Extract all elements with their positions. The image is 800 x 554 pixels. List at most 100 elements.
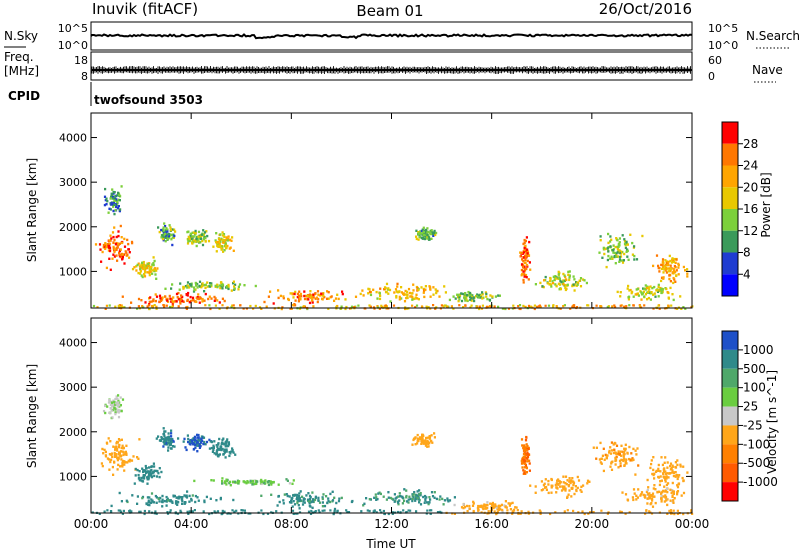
data-cell (420, 437, 423, 440)
data-cell (553, 278, 556, 281)
data-cell (119, 465, 122, 468)
data-cell (163, 441, 166, 444)
colorbar-cell (722, 331, 738, 350)
data-cell (105, 266, 108, 270)
data-cell (189, 232, 193, 235)
data-cell (198, 446, 201, 449)
y-tick-label: 1000 (59, 470, 87, 483)
data-cell (158, 230, 161, 234)
data-cell (690, 510, 693, 513)
data-cell (220, 248, 223, 251)
data-cell (155, 437, 158, 440)
data-cell (267, 483, 270, 487)
data-cell (121, 255, 124, 259)
data-cell (145, 502, 148, 506)
data-cell (651, 472, 654, 476)
data-cell (415, 237, 418, 241)
data-cell (673, 264, 676, 268)
data-cell (480, 505, 483, 508)
data-cell (671, 471, 674, 474)
data-cell (110, 453, 113, 456)
data-cell (387, 491, 390, 494)
data-cell (227, 441, 230, 444)
data-cell (181, 496, 184, 499)
data-cell (116, 468, 119, 471)
data-cell (640, 491, 644, 494)
data-cell (124, 461, 127, 464)
data-cell (143, 469, 146, 472)
data-cell (520, 263, 524, 266)
data-cell (421, 233, 424, 236)
data-cell (171, 304, 174, 307)
data-cell (461, 292, 464, 296)
data-cell (614, 456, 617, 460)
data-cell (428, 509, 432, 512)
data-cell (524, 256, 527, 260)
data-cell (396, 282, 399, 286)
data-cell (272, 480, 275, 484)
data-cell (199, 445, 202, 448)
data-cell (161, 237, 165, 241)
data-cell (666, 498, 669, 501)
data-cell (138, 510, 141, 513)
data-cell (672, 298, 675, 302)
data-cell (669, 267, 672, 271)
data-cell (133, 482, 136, 485)
data-cell (656, 491, 659, 494)
data-cell (511, 501, 514, 505)
data-cell (646, 502, 649, 505)
data-cell (227, 285, 230, 288)
data-cell (660, 276, 664, 279)
data-cell (223, 299, 226, 303)
data-cell (160, 228, 163, 232)
data-cell (216, 445, 219, 449)
data-cell (379, 287, 382, 290)
data-cell (396, 285, 399, 288)
colorbar-tick-label: -100 (743, 437, 770, 451)
data-cell (219, 445, 222, 448)
data-cell (627, 298, 630, 301)
data-cell (232, 304, 235, 307)
data-cell (415, 510, 418, 513)
data-cell (251, 479, 254, 483)
data-cell (669, 488, 672, 491)
data-cell (112, 197, 115, 200)
data-cell (146, 271, 149, 274)
data-cell (558, 480, 561, 483)
data-cell (557, 479, 560, 483)
data-cell (123, 245, 127, 248)
y-tick-label: 4000 (59, 337, 87, 350)
data-cell (156, 267, 159, 270)
data-cell (435, 290, 438, 293)
data-cell (426, 509, 429, 512)
data-cell (233, 285, 236, 288)
colorbar-cell (722, 444, 738, 464)
data-cell (664, 472, 668, 476)
data-cell (402, 292, 405, 295)
data-cell (149, 296, 152, 299)
data-cell (600, 457, 603, 460)
data-cell (264, 479, 267, 482)
data-cell (194, 232, 197, 235)
data-cell (468, 295, 472, 298)
data-cell (652, 468, 655, 472)
data-cell (419, 232, 422, 235)
data-cell (539, 305, 542, 308)
data-cell (317, 499, 320, 502)
data-cell (136, 495, 139, 498)
data-cell (164, 287, 167, 290)
data-cell (118, 251, 121, 254)
data-cell (518, 304, 522, 307)
data-cell (658, 483, 661, 487)
data-cell (150, 266, 153, 269)
data-cell (467, 290, 470, 294)
data-cell (223, 448, 226, 451)
data-cell (109, 411, 112, 415)
data-cell (186, 490, 189, 493)
data-cell (108, 304, 111, 307)
data-cell (661, 490, 664, 494)
data-cell (657, 469, 660, 472)
data-cell (148, 510, 151, 513)
data-cell (391, 512, 394, 515)
